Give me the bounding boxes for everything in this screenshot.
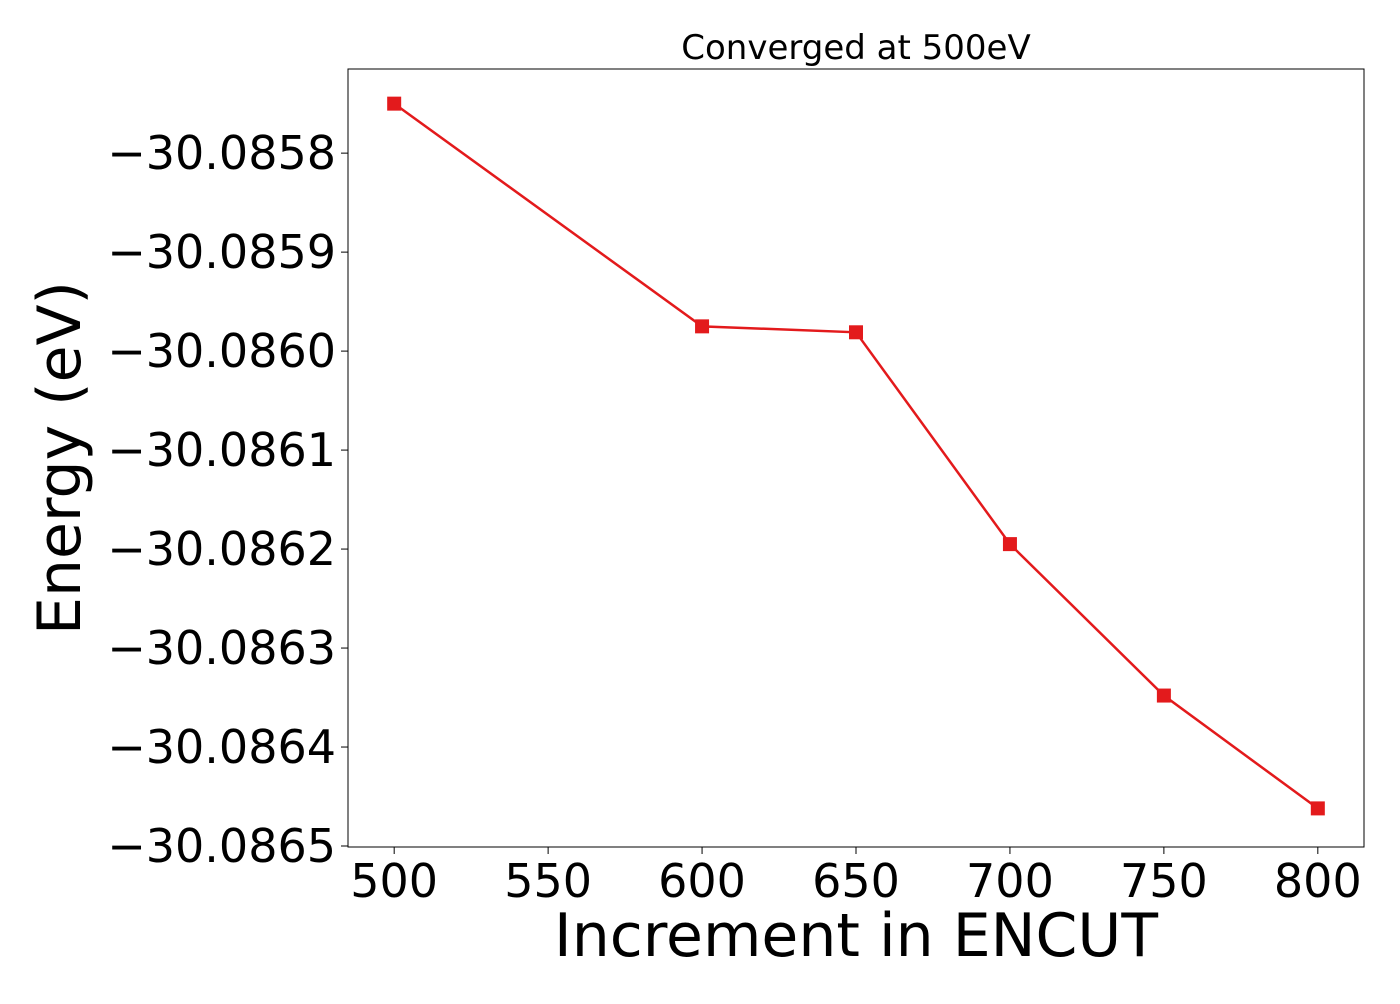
- y-tick-label: −30.0863: [107, 621, 336, 675]
- x-axis-ticks: 500 550 600 650 700 750 800: [350, 847, 1362, 908]
- data-point-marker: [695, 319, 710, 334]
- y-tick-label: −30.0860: [107, 324, 336, 378]
- y-tick-label: −30.0858: [107, 126, 336, 180]
- y-axis-label: Energy (eV): [25, 281, 95, 635]
- data-point-marker: [849, 325, 863, 340]
- y-tick-label: −30.0865: [107, 819, 336, 873]
- data-point-marker: [387, 96, 402, 111]
- x-tick-label: 500: [350, 854, 438, 908]
- x-axis-label: Increment in ENCUT: [554, 901, 1158, 971]
- y-tick-label: −30.0861: [107, 423, 336, 477]
- x-tick-label: 700: [966, 854, 1054, 908]
- x-tick-label: 800: [1274, 854, 1362, 908]
- y-tick-label: −30.0859: [107, 225, 336, 279]
- y-tick-label: −30.0862: [107, 522, 336, 576]
- x-tick-label: 600: [658, 854, 746, 908]
- x-tick-label: 750: [1120, 854, 1208, 908]
- data-point-marker: [1002, 537, 1017, 552]
- series-line: [393, 102, 1319, 810]
- x-tick-label: 650: [812, 854, 900, 908]
- chart-title: Converged at 500eV: [681, 28, 1030, 68]
- y-tick-label: −30.0864: [107, 720, 336, 774]
- x-tick-label: 550: [504, 854, 592, 908]
- data-point-marker: [1310, 801, 1325, 816]
- data-point-marker: [1156, 688, 1171, 703]
- series-layer: [387, 96, 1325, 816]
- y-axis-ticks: −30.0858 −30.0859 −30.0860 −30.0861 −30.0862…: [107, 126, 348, 873]
